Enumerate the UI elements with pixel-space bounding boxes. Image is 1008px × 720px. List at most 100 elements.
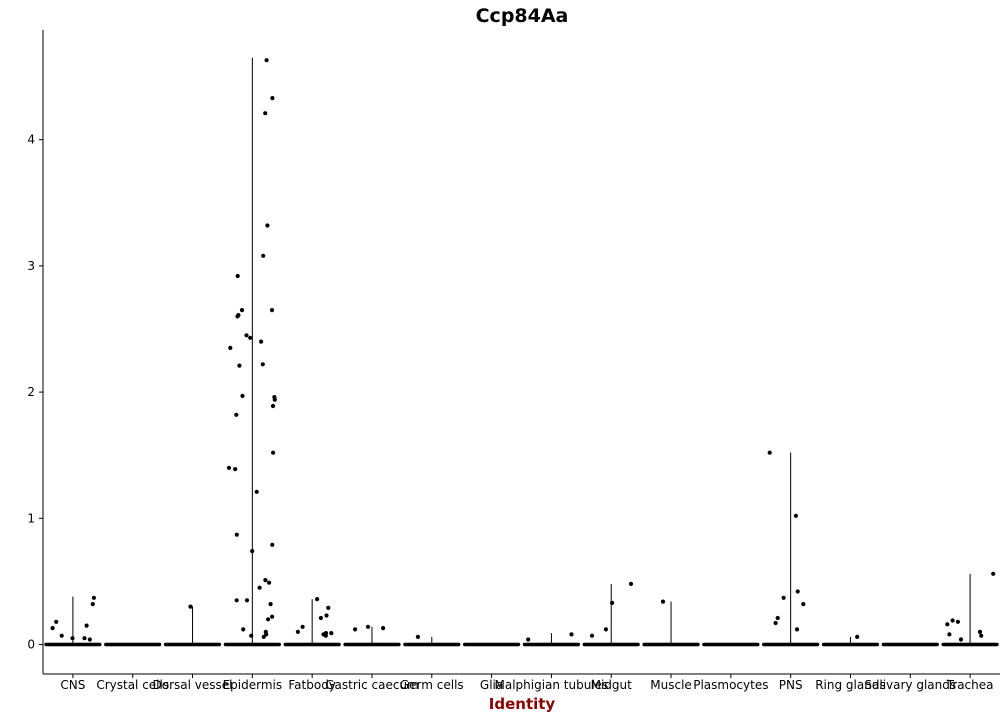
data-point [323, 633, 328, 638]
data-point [261, 634, 266, 640]
data-point [315, 597, 320, 602]
data-point [228, 345, 233, 350]
x-tick-label: PNS [779, 678, 803, 692]
violins [45, 57, 998, 645]
data-point [233, 467, 238, 472]
data-point [603, 627, 609, 632]
data-point [244, 333, 249, 338]
data-point [250, 549, 255, 554]
data-point [381, 626, 386, 631]
data-point [241, 627, 246, 632]
data-point [353, 627, 358, 632]
data-point [263, 111, 268, 116]
data-point [90, 602, 95, 607]
data-point [271, 450, 276, 455]
data-point [50, 626, 55, 631]
data-point [947, 632, 952, 637]
data-point [991, 571, 996, 576]
data-point [270, 96, 275, 101]
x-tick-label: Germ cells [400, 678, 464, 692]
data-point [259, 339, 264, 344]
data-point [329, 631, 334, 636]
chart-title: Ccp84Aa [476, 5, 569, 27]
data-point [87, 637, 92, 642]
data-point [977, 629, 983, 635]
data-point [773, 620, 778, 626]
x-tick-label: CNS [60, 678, 85, 692]
x-tick-label: Ring glands [815, 678, 886, 692]
data-point [610, 600, 615, 606]
data-point [235, 273, 240, 279]
data-point [235, 314, 240, 319]
x-tick-label: Glia [480, 678, 503, 692]
zero-point [516, 642, 521, 647]
data-point [569, 632, 574, 637]
x-tick-label: Midgut [591, 678, 633, 692]
data-point [775, 615, 780, 621]
data-point [589, 633, 595, 638]
data-point [270, 614, 275, 619]
data-point [84, 623, 89, 628]
data-point [793, 513, 799, 518]
data-point [415, 634, 420, 640]
zero-point [576, 642, 580, 647]
zero-point [935, 642, 939, 647]
x-tick-label: Gastric caecum [325, 678, 419, 692]
zero-point [457, 642, 461, 647]
data-point [318, 615, 323, 621]
data-point [767, 450, 772, 455]
data-point [365, 624, 371, 629]
zero-point [995, 642, 999, 647]
data-point [249, 633, 254, 638]
data-point [59, 633, 64, 638]
data-point [234, 598, 239, 603]
zero-point [157, 642, 162, 647]
data-point [955, 619, 961, 624]
zero-dots [44, 642, 999, 647]
data-point [268, 602, 273, 607]
zero-point [696, 642, 700, 647]
x-tick-label: Malphigian tubules [494, 678, 608, 692]
data-point [265, 223, 270, 228]
zero-point [98, 642, 102, 647]
data-point [240, 393, 245, 398]
data-point [628, 581, 634, 587]
axes [42, 30, 1000, 675]
x-tick-label: Trachea [946, 678, 994, 692]
x-tick-label: Plasmocytes [693, 678, 768, 692]
y-tick-label: 2 [27, 385, 35, 399]
data-point [234, 412, 239, 417]
data-point [239, 308, 245, 313]
x-tick-label: Salivary glands [864, 678, 956, 692]
data-point [781, 595, 786, 600]
data-point [234, 532, 239, 537]
data-point [263, 578, 268, 583]
x-tick-label: Muscle [650, 678, 692, 692]
data-point [267, 580, 272, 585]
data-point [70, 636, 75, 641]
zero-point [277, 642, 281, 647]
data-point [270, 542, 275, 547]
data-point [801, 602, 806, 607]
data-point [324, 613, 329, 618]
data-point [958, 637, 964, 642]
data-point [526, 637, 531, 642]
data-point [237, 363, 242, 368]
data-point [82, 636, 87, 641]
data-point [244, 598, 250, 603]
data-point [260, 362, 265, 367]
data-point [257, 585, 262, 590]
points [50, 58, 996, 642]
zero-point [815, 642, 820, 647]
x-axis-label: Identity [489, 695, 556, 713]
data-point [254, 489, 259, 494]
data-point [950, 618, 955, 623]
y-tick-label: 3 [27, 259, 35, 273]
data-point [272, 397, 277, 402]
data-point [248, 335, 253, 340]
data-point [264, 58, 269, 63]
x-tick-label: Epidermis [223, 678, 283, 692]
data-point [794, 627, 800, 632]
